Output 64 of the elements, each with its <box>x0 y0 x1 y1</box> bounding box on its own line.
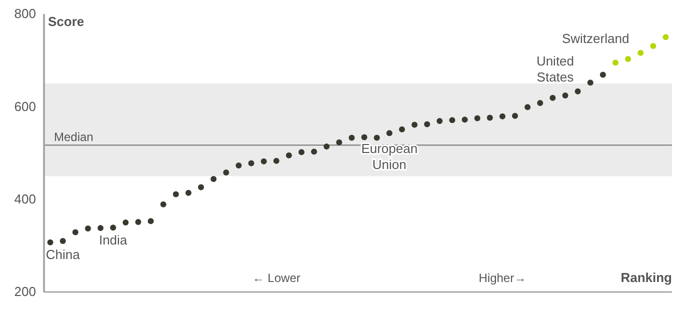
point <box>311 148 318 155</box>
point <box>436 118 443 124</box>
point <box>110 224 116 231</box>
point <box>587 80 594 86</box>
point <box>449 117 456 124</box>
y-tick-label: 800 <box>14 6 36 22</box>
point <box>374 134 380 141</box>
point <box>172 191 179 198</box>
point <box>650 42 656 49</box>
annotation: Higher→ <box>478 271 526 285</box>
point <box>324 144 330 150</box>
point <box>412 122 418 128</box>
point <box>638 50 644 56</box>
x-axis-title: Ranking <box>620 270 672 285</box>
point <box>135 219 142 226</box>
y-axis-title: Score <box>48 14 84 29</box>
y-tick-label: 200 <box>14 284 36 300</box>
point <box>625 56 632 62</box>
annotation: China <box>46 247 81 262</box>
point <box>348 134 355 141</box>
point <box>537 100 544 106</box>
point <box>223 169 230 176</box>
point <box>198 184 204 190</box>
annotation: United States <box>536 54 574 85</box>
point <box>236 162 242 169</box>
y-tick-label: 400 <box>14 191 36 206</box>
point <box>398 126 405 132</box>
point <box>185 190 192 196</box>
point <box>160 201 166 208</box>
point <box>98 225 104 232</box>
point <box>72 229 78 236</box>
point <box>286 152 292 158</box>
point <box>600 72 606 78</box>
point <box>550 94 556 101</box>
point <box>60 238 66 244</box>
point <box>260 158 267 164</box>
point <box>148 218 154 224</box>
point <box>84 226 91 232</box>
point <box>512 112 518 119</box>
y-tick-label: 600 <box>14 98 36 114</box>
point <box>462 116 468 123</box>
point <box>336 139 342 146</box>
point <box>486 114 493 121</box>
point <box>562 92 568 99</box>
point <box>361 134 368 140</box>
point <box>612 60 618 66</box>
point <box>474 115 480 122</box>
point <box>499 113 506 120</box>
point <box>273 158 280 164</box>
annotation: European Union <box>361 141 418 172</box>
point <box>524 104 531 110</box>
point <box>47 239 54 246</box>
ref-line-label: Median <box>54 130 94 144</box>
point <box>424 121 430 128</box>
point <box>210 176 217 182</box>
point <box>298 149 304 156</box>
point <box>248 160 254 166</box>
point <box>386 130 392 136</box>
annotation: India <box>98 232 128 248</box>
annotation: Switzerland <box>562 30 630 46</box>
annotation: ← Lower <box>252 271 300 285</box>
point <box>574 88 581 94</box>
point <box>662 34 669 40</box>
point <box>122 220 129 226</box>
